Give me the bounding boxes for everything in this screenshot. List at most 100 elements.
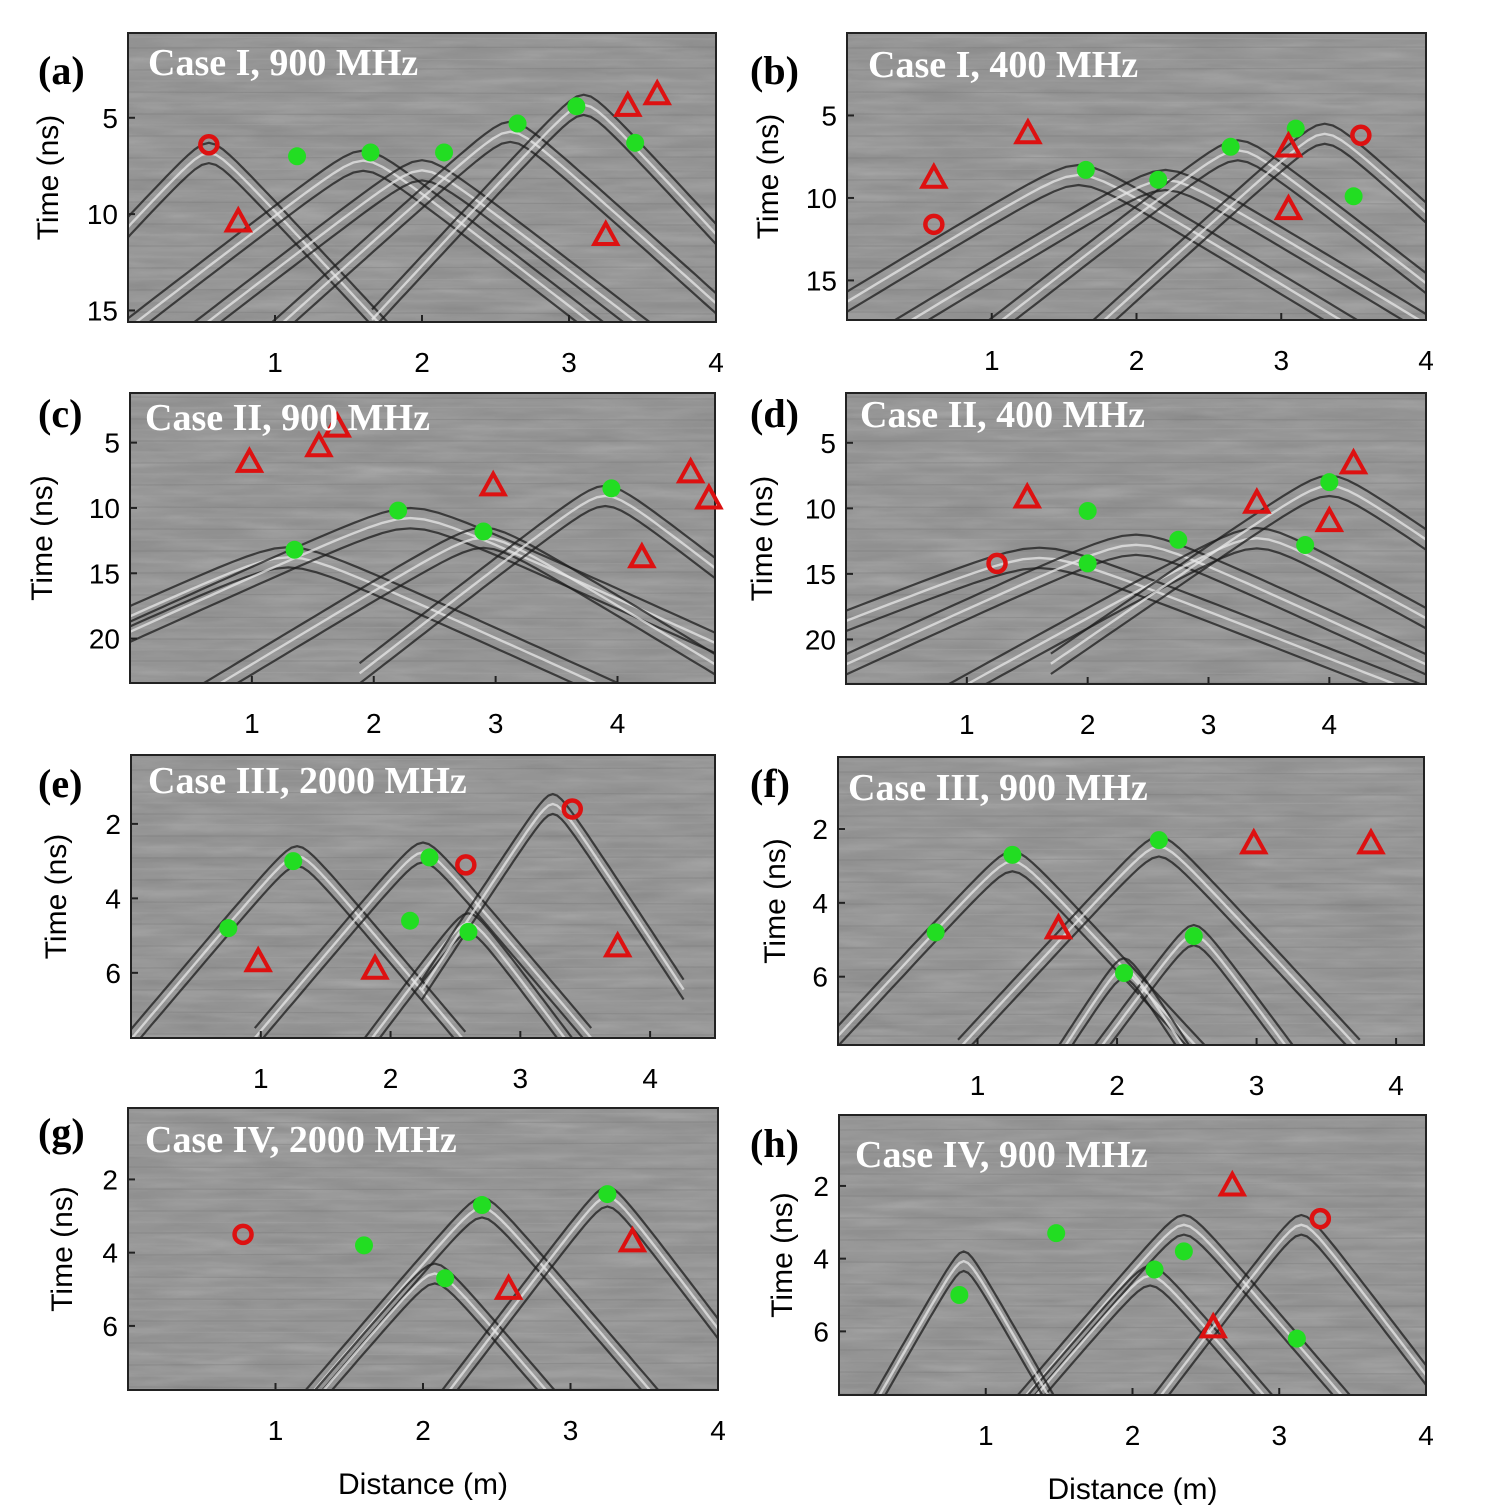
y-axis-label: Time (ns) <box>752 114 785 240</box>
panel-title: Case IV, 2000 MHz <box>145 1119 457 1161</box>
x-axis-label: Distance (m) <box>1047 1473 1217 1506</box>
y-tick-label: 15 <box>89 558 120 589</box>
hyperbola-curve <box>363 912 574 1038</box>
x-tick-label: 3 <box>561 347 577 378</box>
green-dot-marker <box>1047 1224 1066 1243</box>
green-dot-marker <box>1320 473 1339 492</box>
x-tick-label: 4 <box>642 1063 658 1094</box>
series-triangle <box>493 1225 648 1300</box>
red-triangle-marker <box>243 945 273 973</box>
y-tick-label: 6 <box>105 958 121 989</box>
green-dot-marker <box>1169 530 1188 549</box>
hyperbola-curve <box>421 792 685 981</box>
red-circle-marker <box>455 854 477 876</box>
x-tick-label: 2 <box>1125 1420 1141 1451</box>
red-triangle-marker <box>627 541 657 569</box>
x-tick-label: 2 <box>1129 345 1145 376</box>
series-triangle <box>234 410 724 569</box>
red-triangle-marker <box>642 78 672 106</box>
green-dot-marker <box>926 923 945 942</box>
hyperbola-curve <box>872 1250 1055 1395</box>
red-triangle-marker <box>1338 447 1369 475</box>
green-dot-marker <box>1115 964 1134 982</box>
green-dot-marker <box>355 1236 373 1255</box>
red-triangle-marker <box>1273 130 1304 158</box>
x-tick-label: 2 <box>366 708 382 739</box>
hyperbola-curve <box>1108 944 1280 1045</box>
hyperbola-reflections <box>847 122 1426 320</box>
green-dot-marker <box>567 97 586 116</box>
x-tick-label: 4 <box>1322 709 1338 740</box>
hyperbola-reflections <box>846 474 1426 684</box>
x-tick-label: 2 <box>383 1063 399 1094</box>
series-triangle <box>1043 827 1386 940</box>
hyperbola-curve <box>1159 1223 1426 1395</box>
radargram-texture <box>839 1115 1426 1395</box>
y-tick-label: 4 <box>102 1238 118 1269</box>
hyperbola-curve <box>846 553 1426 676</box>
panel-letter: (h) <box>750 1121 799 1166</box>
hyperbola-curve <box>147 169 579 322</box>
y-axis-label: Time (ns) <box>766 1192 799 1318</box>
hyperbola-curve <box>846 533 1426 656</box>
hyperbola-curve <box>926 188 1405 320</box>
hyperbola-curve <box>205 169 639 322</box>
hyperbola-curve <box>965 536 1426 684</box>
series-dot <box>950 1224 1306 1348</box>
green-dot-marker <box>288 147 307 166</box>
series-circle <box>232 1223 254 1246</box>
x-tick-label: 2 <box>415 1415 431 1446</box>
y-tick-label: 5 <box>102 103 118 134</box>
series-triangle <box>223 78 672 246</box>
red-triangle-marker <box>1012 481 1043 509</box>
hyperbola-curve <box>358 504 715 683</box>
green-dot-marker <box>1076 160 1095 179</box>
hyperbola-curve <box>293 140 716 322</box>
red-triangle-marker <box>360 952 390 980</box>
y-tick-label: 2 <box>812 814 828 845</box>
hyperbola-curve <box>128 141 389 322</box>
y-tick-label: 6 <box>102 1311 118 1342</box>
green-dot-marker <box>420 848 439 867</box>
series-triangle <box>1198 1169 1248 1339</box>
series-triangle <box>243 930 633 980</box>
x-tick-label: 4 <box>1388 1070 1404 1101</box>
panel-letter: (e) <box>38 761 82 806</box>
series-dot <box>285 479 621 559</box>
hyperbola-curve <box>358 494 715 675</box>
y-tick-label: 15 <box>806 265 837 296</box>
x-axis-label: Distance (m) <box>338 1468 508 1501</box>
y-tick-label: 2 <box>105 809 121 840</box>
red-triangle-marker <box>1356 827 1386 855</box>
panel-title: Case I, 900 MHz <box>148 42 418 84</box>
y-tick-label: 10 <box>806 183 837 214</box>
red-circle-marker <box>986 552 1008 575</box>
green-dot-marker <box>474 522 493 541</box>
green-dot-marker <box>950 1286 969 1304</box>
red-triangle-marker <box>1198 1311 1229 1339</box>
y-tick-label: 10 <box>805 493 836 524</box>
hyperbola-curve <box>130 566 576 683</box>
panel-letter: (c) <box>38 391 82 436</box>
green-dot-marker <box>508 114 527 133</box>
red-circle-marker <box>561 798 583 820</box>
panel-title: Case IV, 900 MHz <box>855 1134 1148 1176</box>
hyperbola-curve <box>846 546 1424 684</box>
x-tick-label: 1 <box>268 1415 284 1446</box>
green-dot-marker <box>219 919 238 938</box>
green-dot-marker <box>401 911 420 930</box>
red-triangle-marker <box>613 90 643 117</box>
y-tick-label: 10 <box>89 493 120 524</box>
green-dot-marker <box>389 501 408 520</box>
red-triangle-marker <box>1217 1169 1248 1197</box>
panel-d: 1 2 3 4 5 10 15 20 Time (ns) Case II, 400 MHz (d) <box>746 391 1427 740</box>
hyperbola-curve <box>1093 923 1295 1045</box>
red-triangle-marker <box>1238 827 1269 855</box>
hyperbola-curve <box>847 183 1327 320</box>
panel-f: 1 2 3 4 2 4 6 Time (ns) Case III, 900 MHz (f) <box>750 756 1425 1101</box>
panel-letter: (g) <box>38 1110 85 1155</box>
panel-letter: (d) <box>750 391 799 436</box>
red-triangle-marker <box>1273 193 1304 221</box>
hyperbola-curve <box>1102 132 1426 320</box>
x-tick-label: 2 <box>1080 709 1096 740</box>
